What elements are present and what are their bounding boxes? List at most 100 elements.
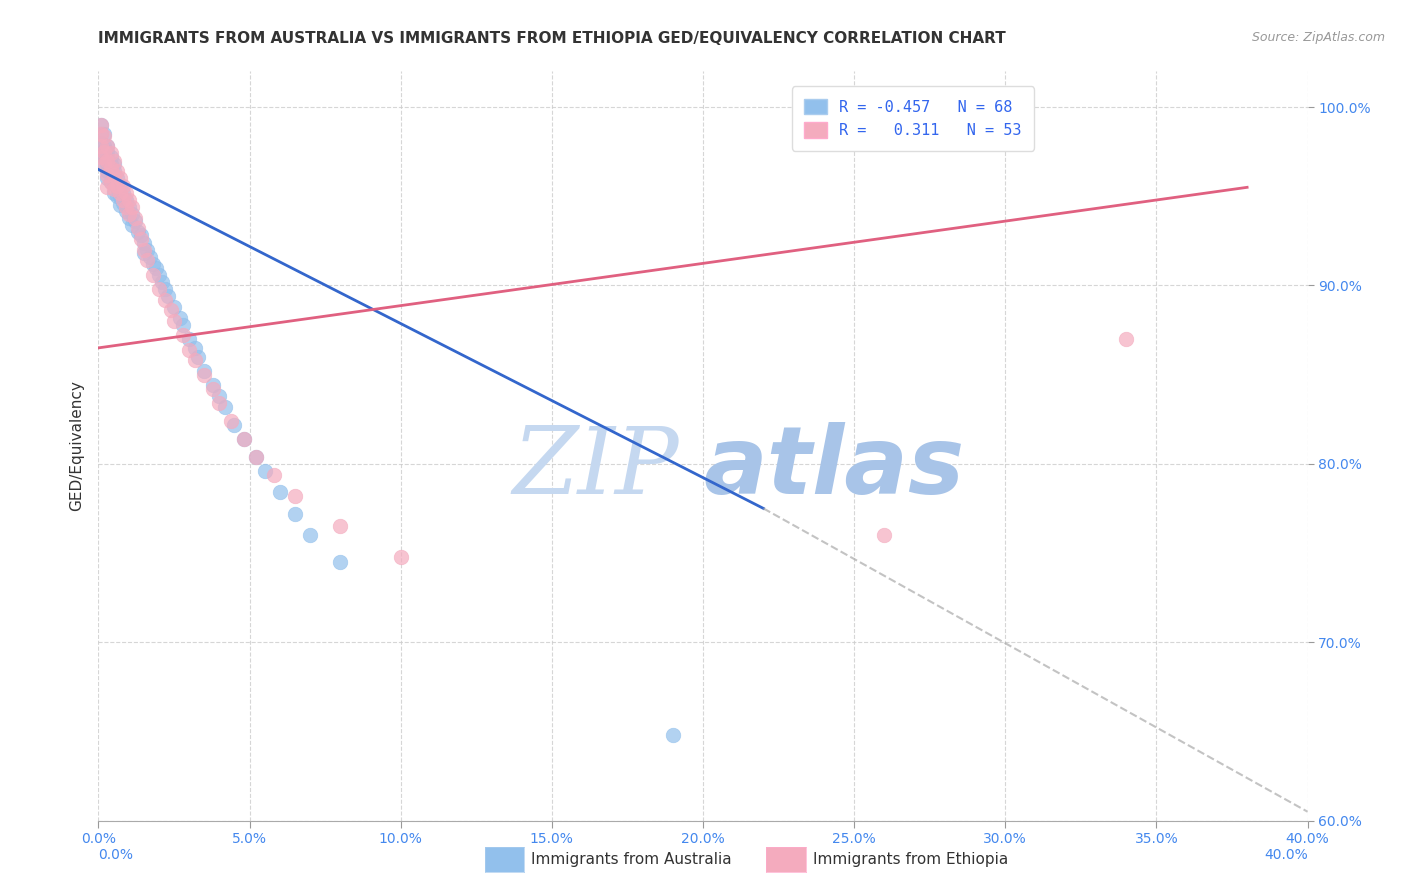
Point xyxy=(156,289,179,303)
Point xyxy=(103,186,125,200)
Point xyxy=(160,303,183,318)
Point xyxy=(105,189,128,203)
Point xyxy=(108,198,131,212)
Point xyxy=(90,136,112,150)
Point xyxy=(105,171,128,186)
Point xyxy=(103,164,125,178)
Point xyxy=(100,175,122,189)
Point xyxy=(179,343,201,357)
Point xyxy=(96,139,118,153)
Point xyxy=(127,225,149,239)
Point xyxy=(221,414,243,428)
Point xyxy=(108,171,131,186)
Point xyxy=(100,164,122,178)
Point xyxy=(100,146,122,161)
Point xyxy=(118,200,141,214)
Point xyxy=(1115,332,1137,346)
Point xyxy=(135,243,157,257)
Text: Immigrants from Ethiopia: Immigrants from Ethiopia xyxy=(813,853,1008,867)
Point xyxy=(329,555,352,569)
Point xyxy=(163,300,186,314)
Point xyxy=(111,196,134,211)
Point xyxy=(873,528,896,542)
Point xyxy=(96,164,118,178)
Point xyxy=(142,257,165,271)
Point xyxy=(284,489,307,503)
Point xyxy=(121,200,143,214)
Point xyxy=(93,150,115,164)
Point xyxy=(132,246,155,260)
Point xyxy=(114,200,136,214)
Point xyxy=(103,168,125,182)
Point xyxy=(90,118,112,132)
Point xyxy=(129,232,152,246)
Point xyxy=(114,186,136,200)
Point xyxy=(93,145,115,159)
Point xyxy=(90,118,112,132)
Point xyxy=(114,203,136,218)
Point xyxy=(208,396,231,410)
Text: ZIP: ZIP xyxy=(512,424,679,514)
Point xyxy=(208,389,231,403)
Point xyxy=(96,150,118,164)
Point xyxy=(232,432,254,446)
Point xyxy=(96,168,118,182)
Point xyxy=(184,353,207,368)
Point xyxy=(269,485,291,500)
Point xyxy=(232,432,254,446)
Text: 40.0%: 40.0% xyxy=(1264,847,1308,862)
Point xyxy=(96,145,118,159)
Point xyxy=(90,127,112,141)
Point xyxy=(118,207,141,221)
Point xyxy=(184,341,207,355)
Point xyxy=(202,382,225,396)
Point xyxy=(153,293,176,307)
Point xyxy=(96,153,118,168)
Point xyxy=(103,157,125,171)
Point xyxy=(253,464,276,478)
Point xyxy=(135,253,157,268)
Point xyxy=(148,268,170,282)
Point xyxy=(145,260,167,275)
Point xyxy=(93,139,115,153)
Point xyxy=(263,467,285,482)
Point xyxy=(111,178,134,193)
Point xyxy=(93,157,115,171)
Point xyxy=(121,218,143,232)
Point xyxy=(93,157,115,171)
Text: atlas: atlas xyxy=(703,423,965,515)
Point xyxy=(132,235,155,250)
Point xyxy=(132,243,155,257)
Point xyxy=(284,507,307,521)
Point xyxy=(214,400,236,414)
Point xyxy=(111,193,134,207)
Point xyxy=(96,157,118,171)
Point xyxy=(93,128,115,143)
Point xyxy=(93,127,115,141)
Point xyxy=(100,150,122,164)
Point xyxy=(245,450,267,464)
Point xyxy=(121,207,143,221)
Point xyxy=(114,193,136,207)
Point xyxy=(224,417,246,432)
Point xyxy=(90,127,112,141)
Point xyxy=(108,178,131,193)
Point xyxy=(299,528,322,542)
Point xyxy=(389,549,412,564)
Point xyxy=(105,178,128,193)
Point xyxy=(129,228,152,243)
Point xyxy=(96,180,118,194)
Point xyxy=(150,275,173,289)
Text: Source: ZipAtlas.com: Source: ZipAtlas.com xyxy=(1251,31,1385,45)
Point xyxy=(90,139,112,153)
Point xyxy=(108,186,131,200)
Point xyxy=(187,350,209,364)
Point xyxy=(103,153,125,168)
Point xyxy=(96,139,118,153)
Point xyxy=(103,182,125,196)
Text: IMMIGRANTS FROM AUSTRALIA VS IMMIGRANTS FROM ETHIOPIA GED/EQUIVALENCY CORRELATIO: IMMIGRANTS FROM AUSTRALIA VS IMMIGRANTS … xyxy=(98,31,1007,46)
Text: Immigrants from Australia: Immigrants from Australia xyxy=(531,853,733,867)
Point xyxy=(100,161,122,175)
Point xyxy=(105,180,128,194)
Point xyxy=(127,221,149,235)
